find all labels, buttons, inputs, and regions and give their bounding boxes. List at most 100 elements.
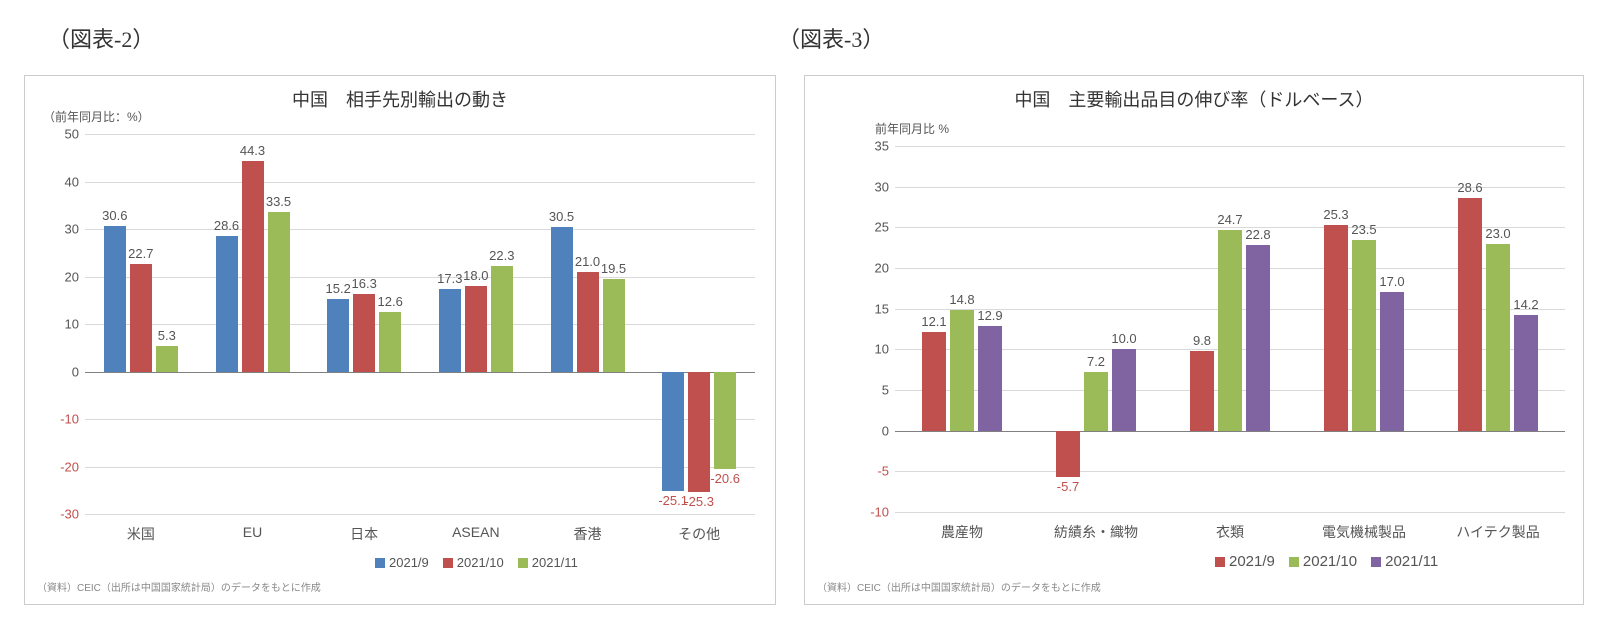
gridline — [895, 471, 1565, 472]
bar-value-label: 23.5 — [1351, 222, 1376, 237]
zero-baseline — [85, 372, 755, 374]
bar-value-label: 14.2 — [1513, 297, 1538, 312]
legend-swatch — [1215, 557, 1225, 567]
zero-baseline — [895, 431, 1565, 433]
bar-value-label: 15.2 — [326, 281, 351, 296]
gridline — [85, 419, 755, 420]
bar — [491, 266, 513, 372]
gridline — [85, 277, 755, 278]
bar-value-label: 7.2 — [1087, 354, 1105, 369]
bar — [1486, 244, 1510, 431]
bar-value-label: 5.3 — [158, 328, 176, 343]
xtick-label: 日本 — [350, 524, 378, 544]
bar — [327, 299, 349, 371]
source-note-figure3: （資料）CEIC（出所は中国国家統計局）のデータをもとに作成 — [817, 579, 1101, 594]
legend-item: 2021/9 — [1215, 553, 1275, 570]
bar — [1190, 351, 1214, 431]
bar-value-label: 17.0 — [1379, 274, 1404, 289]
bar-value-label: 22.8 — [1245, 227, 1270, 242]
bar — [1112, 349, 1136, 430]
xtick-label: その他 — [678, 524, 720, 544]
bar — [1084, 372, 1108, 431]
gridline — [895, 146, 1565, 147]
bar — [1458, 198, 1482, 431]
legend-label: 2021/10 — [1303, 553, 1357, 570]
bar — [156, 346, 178, 371]
chart-panel-figure3: 中国 主要輸出品目の伸び率（ドルベース） 前年同月比 % -10-5051015… — [804, 75, 1584, 605]
bar-value-label: 44.3 — [240, 143, 265, 158]
ytick-label: 20 — [65, 269, 79, 284]
xtick-label: 香港 — [574, 524, 602, 544]
chart-panel-figure2: 中国 相手先別輸出の動き （前年同月比：%） -30-20-1001020304… — [24, 75, 776, 605]
bar-value-label: 19.5 — [601, 261, 626, 276]
figure3-label: （図表-3） — [778, 22, 884, 54]
legend-figure3: 2021/9 2021/10 2021/11 — [1215, 553, 1438, 570]
ytick-label: -5 — [877, 464, 889, 479]
bar — [379, 312, 401, 372]
legend-swatch — [375, 558, 385, 568]
bar-value-label: 22.7 — [128, 246, 153, 261]
legend-label: 2021/11 — [1385, 553, 1438, 570]
bar — [353, 294, 375, 371]
legend-label: 2021/9 — [389, 555, 429, 570]
bar — [439, 289, 461, 371]
xtick-label: 米国 — [127, 524, 155, 544]
bar-value-label: 16.3 — [352, 276, 377, 291]
xtick-label: 紡績糸・織物 — [1054, 522, 1138, 542]
ytick-label: -10 — [870, 505, 889, 520]
bar-value-label: 28.6 — [214, 218, 239, 233]
bar-value-label: 12.9 — [977, 308, 1002, 323]
bar-value-label: 18.0 — [463, 268, 488, 283]
bar — [714, 372, 736, 470]
bar — [950, 310, 974, 430]
ytick-label: 0 — [882, 423, 889, 438]
bar-value-label: 12.1 — [921, 314, 946, 329]
gridline — [85, 229, 755, 230]
gridline — [895, 512, 1565, 513]
ytick-label: 50 — [65, 127, 79, 142]
ytick-label: -30 — [60, 507, 79, 522]
chart-title-figure3: 中国 主要輸出品目の伸び率（ドルベース） — [805, 86, 1583, 112]
bar-value-label: 21.0 — [575, 254, 600, 269]
ytick-label: 10 — [875, 342, 889, 357]
bar-value-label: -5.7 — [1057, 479, 1079, 494]
ytick-label: 25 — [875, 220, 889, 235]
legend-item: 2021/11 — [1371, 553, 1438, 570]
plot-area-figure2: -30-20-100102030405030.622.75.328.644.33… — [85, 134, 755, 514]
legend-swatch — [1289, 557, 1299, 567]
xtick-label: 農産物 — [941, 522, 983, 542]
bar — [551, 227, 573, 372]
ytick-label: 30 — [65, 222, 79, 237]
legend-figure2: 2021/9 2021/10 2021/11 — [375, 555, 578, 570]
bar-value-label: -25.3 — [684, 494, 714, 509]
xtick-label: 衣類 — [1216, 522, 1244, 542]
bar — [662, 372, 684, 491]
bar — [688, 372, 710, 492]
bar — [465, 286, 487, 372]
ytick-label: 20 — [875, 261, 889, 276]
bar-value-label: 30.6 — [102, 208, 127, 223]
ytick-label: 35 — [875, 139, 889, 154]
bar — [1352, 240, 1376, 431]
bar — [1218, 230, 1242, 431]
ytick-label: 40 — [65, 174, 79, 189]
ytick-label: 0 — [72, 364, 79, 379]
bar-value-label: 22.3 — [489, 248, 514, 263]
bar — [1056, 431, 1080, 477]
bar-value-label: 17.3 — [437, 271, 462, 286]
bar — [104, 226, 126, 371]
bar-value-label: 33.5 — [266, 194, 291, 209]
legend-label: 2021/10 — [457, 555, 504, 570]
bar — [268, 212, 290, 371]
bar — [603, 279, 625, 372]
bar — [1246, 245, 1270, 430]
gridline — [85, 182, 755, 183]
xtick-label: EU — [243, 524, 262, 540]
legend-label: 2021/11 — [532, 555, 578, 570]
bar-value-label: -20.6 — [710, 471, 740, 486]
ytick-label: 10 — [65, 317, 79, 332]
plot-area-figure3: -10-50510152025303512.114.812.9-5.77.210… — [895, 146, 1565, 512]
ytick-label: 30 — [875, 179, 889, 194]
bar — [1514, 315, 1538, 430]
legend-swatch — [1371, 557, 1381, 567]
